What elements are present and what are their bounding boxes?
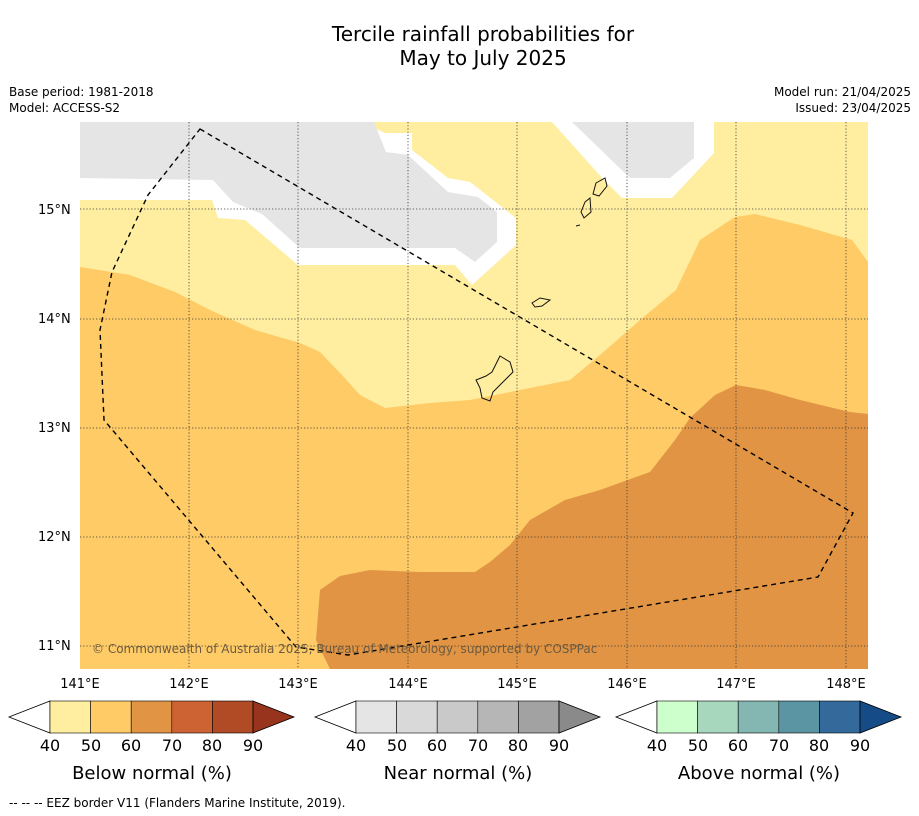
colorbar-below: 40 50 60 70 80 90 Below normal (%) (7, 700, 296, 784)
model-name: Model: ACCESS-S2 (9, 101, 121, 115)
region-below-60 (316, 385, 868, 669)
colorbar-under-arrow (313, 700, 357, 734)
colorbar-near: 40 50 60 70 80 90 Near normal (%) (313, 700, 602, 784)
probability-map: © Commonwealth of Australia 2025, Bureau… (80, 122, 868, 669)
region-near-40-west (80, 122, 497, 262)
map-title: Tercile rainfall probabilities for May t… (0, 22, 919, 70)
eez-legend-note: -- -- -- EEZ border V11 (Flanders Marine… (9, 796, 346, 810)
colorbar-tick: 90 (549, 736, 569, 755)
base-info: Base period: 1981-2018 Model: ACCESS-S2 (9, 84, 154, 116)
lat-label: 11°N (38, 639, 71, 654)
colorbar-swatch (436, 700, 479, 734)
colorbar-tick: 70 (468, 736, 488, 755)
lon-label: 145°E (497, 677, 537, 692)
lon-label: 141°E (60, 677, 100, 692)
colorbar-tick: 60 (728, 736, 748, 755)
run-info: Model run: 21/04/2025 Issued: 23/04/2025 (774, 84, 911, 116)
colorbar-tick: 70 (769, 736, 789, 755)
lat-label: 13°N (38, 421, 71, 436)
island-tinian (580, 197, 592, 219)
region-near-40-east (572, 122, 694, 178)
colorbar-swatch (130, 700, 173, 734)
colorbar-swatch (477, 700, 519, 734)
colorbar-swatch (396, 700, 438, 734)
lon-label: 146°E (607, 677, 647, 692)
colorbar-swatch (697, 700, 739, 734)
longitude-labels: 141°E 142°E 143°E 144°E 145°E 146°E 147°… (60, 677, 866, 692)
colorbar-title: Above normal (%) (678, 763, 840, 784)
colorbar-tick: 40 (346, 736, 366, 755)
colorbar-above: 40 50 60 70 80 90 Above normal (%) (614, 700, 903, 784)
title-line-2: May to July 2025 (399, 46, 567, 70)
colorbar-tick: 60 (121, 736, 141, 755)
lon-label: 142°E (169, 677, 209, 692)
colorbar-swatch (355, 700, 397, 734)
colorbar-swatch (171, 700, 213, 734)
issued-date: Issued: 23/04/2025 (795, 101, 911, 115)
copyright-text: © Commonwealth of Australia 2025, Bureau… (92, 642, 597, 656)
lon-label: 143°E (278, 677, 318, 692)
colorbar-tick: 40 (40, 736, 60, 755)
lat-label: 15°N (38, 203, 71, 218)
model-run: Model run: 21/04/2025 (773, 85, 911, 99)
colorbar-tick: 50 (81, 736, 101, 755)
latitude-labels: 15°N 14°N 13°N 12°N 11°N (38, 203, 71, 654)
colorbar-tick: 70 (162, 736, 182, 755)
graticule (80, 122, 868, 669)
colorbar-swatch (49, 700, 91, 734)
colorbar-swatch (819, 700, 861, 734)
eez-border (99, 128, 854, 656)
colorbar-tick: 90 (850, 736, 870, 755)
colorbar-under-arrow (614, 700, 658, 734)
island-rota (531, 297, 552, 308)
colorbar-title: Below normal (%) (72, 763, 232, 784)
colorbar-swatch (778, 700, 820, 734)
colorbar-tick: 60 (427, 736, 447, 755)
colorbar-swatch (90, 700, 132, 734)
colorbar-tick: 40 (647, 736, 667, 755)
colorbar-over-arrow (558, 700, 602, 734)
islands (475, 177, 608, 402)
lat-label: 14°N (38, 312, 71, 327)
colorbar-swatch (737, 700, 780, 734)
island-guam (475, 355, 514, 402)
colorbar-tick: 90 (243, 736, 263, 755)
colorbar-under-arrow (7, 700, 51, 734)
colorbar-tick: 80 (202, 736, 222, 755)
lon-label: 147°E (716, 677, 756, 692)
title-line-1: Tercile rainfall probabilities for (331, 22, 635, 46)
colorbar-tick: 80 (809, 736, 829, 755)
colorbar-swatch (656, 700, 698, 734)
island-aguijan (575, 224, 581, 227)
colorbar-tick: 80 (508, 736, 528, 755)
colorbar-tick: 50 (387, 736, 407, 755)
lon-label: 148°E (826, 677, 866, 692)
lon-label: 144°E (388, 677, 428, 692)
colorbar-swatch (518, 700, 560, 734)
island-saipan (592, 177, 608, 197)
colorbar-swatch (212, 700, 254, 734)
lat-label: 12°N (38, 530, 71, 545)
base-period: Base period: 1981-2018 (9, 85, 154, 99)
colorbar-title: Near normal (%) (384, 763, 533, 784)
colorbar-over-arrow (859, 700, 903, 734)
colorbar-over-arrow (252, 700, 296, 734)
colorbar-tick: 50 (688, 736, 708, 755)
